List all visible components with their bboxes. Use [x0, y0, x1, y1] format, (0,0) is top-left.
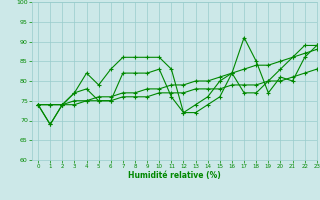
X-axis label: Humidité relative (%): Humidité relative (%) [128, 171, 221, 180]
